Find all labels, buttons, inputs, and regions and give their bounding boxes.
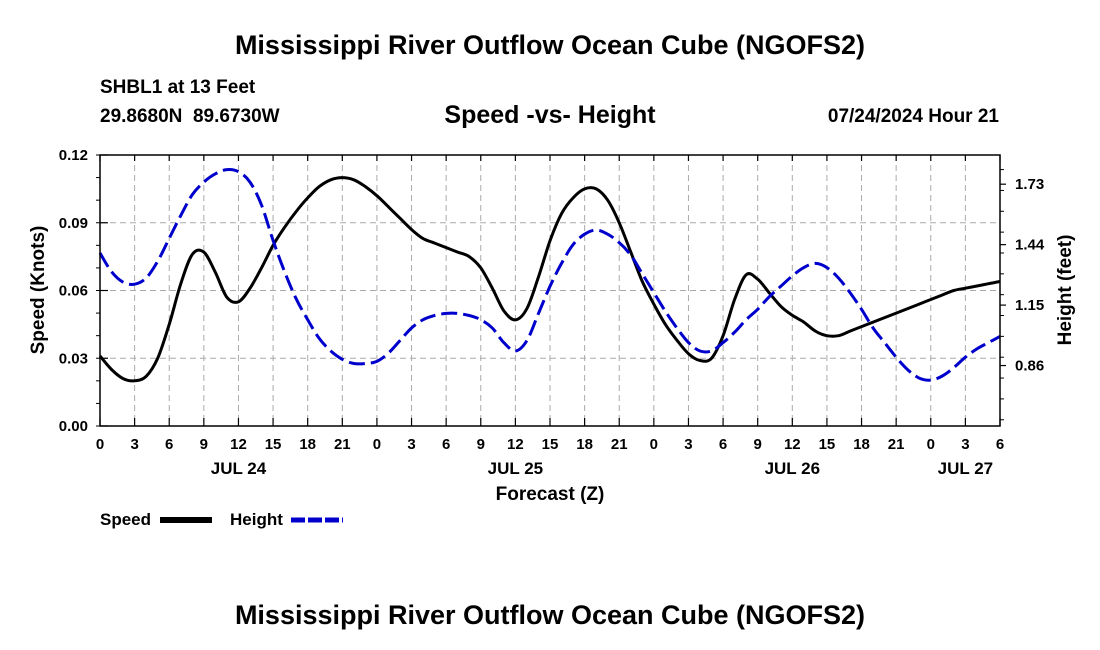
- y-tick-label: 0.00: [59, 418, 88, 435]
- x-tick-label: 6: [719, 436, 727, 453]
- x-tick-label: 0: [96, 436, 104, 453]
- date-label: JUL 27: [938, 459, 993, 478]
- x-tick-label: 6: [442, 436, 450, 453]
- axis-labels: Forecast (Z) Speed (Knots) Height (feet): [28, 226, 1076, 505]
- x-tick-label: 3: [684, 436, 692, 453]
- y2-tick-label: 0.86: [1015, 358, 1044, 375]
- y2-tick-label: 1.15: [1015, 297, 1044, 314]
- x-tick-label: 6: [165, 436, 173, 453]
- legend-label-height: Height: [230, 510, 283, 529]
- x-tick-label: 21: [334, 436, 351, 453]
- x-tick-label: 3: [130, 436, 138, 453]
- x-tick-label: 12: [507, 436, 524, 453]
- footer-title: Mississippi River Outflow Ocean Cube (NG…: [234, 600, 866, 630]
- x-tick-label: 0: [927, 436, 935, 453]
- legend-label-speed: Speed: [100, 510, 151, 529]
- y-tick-label: 0.09: [59, 215, 88, 232]
- x-tick-label: 18: [853, 436, 870, 453]
- y2-tick-label: 1.44: [1015, 237, 1045, 254]
- series-lines: [98, 167, 1001, 383]
- date-label: JUL 24: [211, 459, 267, 478]
- x-tick-label: 15: [542, 436, 559, 453]
- y2-axis-label: Height (feet): [1055, 235, 1076, 346]
- chart-subtitle: Speed -vs- Height: [444, 101, 656, 129]
- x-tick-label: 3: [961, 436, 969, 453]
- x-tick-label: 21: [888, 436, 905, 453]
- legend: Speed Height: [100, 510, 343, 529]
- series-line-height: [98, 167, 1001, 382]
- x-tick-label: 6: [996, 436, 1004, 453]
- x-tick-label: 0: [373, 436, 381, 453]
- x-axis-label: Forecast (Z): [496, 484, 605, 505]
- x-tick-label: 12: [230, 436, 247, 453]
- x-tick-label: 15: [819, 436, 836, 453]
- x-tick-label: 9: [477, 436, 485, 453]
- x-tick-label: 0: [650, 436, 658, 453]
- x-tick-label: 3: [407, 436, 415, 453]
- x-tick-label: 18: [299, 436, 316, 453]
- date-label: JUL 25: [488, 459, 543, 478]
- date-label: JUL 26: [765, 459, 820, 478]
- chart-main-title: Mississippi River Outflow Ocean Cube (NG…: [234, 30, 866, 60]
- x-tick-label: 12: [784, 436, 801, 453]
- y-tick-label: 0.03: [59, 350, 88, 367]
- x-tick-label: 21: [611, 436, 628, 453]
- y-tick-label: 0.12: [59, 147, 88, 164]
- grid-lines: [100, 155, 1000, 426]
- station-label: SHBL1 at 13 Feet: [100, 77, 256, 98]
- coordinates-label: 29.8680N 89.6730W: [100, 106, 280, 127]
- forecast-datetime: 07/24/2024 Hour 21: [827, 106, 999, 127]
- x-tick-label: 9: [754, 436, 762, 453]
- y2-tick-label: 1.73: [1015, 176, 1044, 193]
- y-tick-label: 0.06: [59, 283, 88, 300]
- x-tick-label: 9: [200, 436, 208, 453]
- axes: 0 3 6 9 12 15 18 21 0 3 6 9 12 15 18 21 0 3 6 9 12 15 18 21 0 3 6 0…: [59, 147, 1045, 478]
- x-tick-label: 18: [576, 436, 593, 453]
- series-line-speed: [98, 176, 1001, 383]
- y-axis-label: Speed (Knots): [28, 226, 49, 355]
- x-tick-label: 15: [265, 436, 282, 453]
